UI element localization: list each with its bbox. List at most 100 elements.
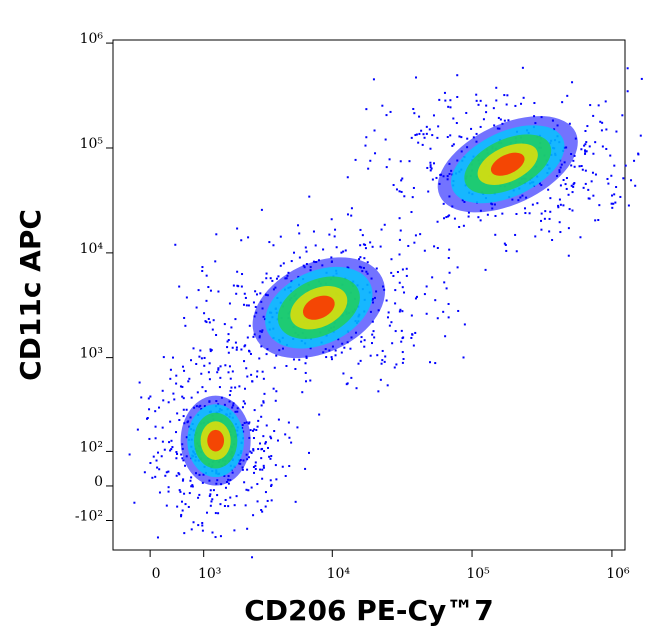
- event-dot: [607, 182, 610, 185]
- event-dot: [180, 500, 183, 503]
- event-dot: [369, 354, 372, 357]
- event-dot: [322, 248, 325, 251]
- event-dot: [170, 439, 173, 442]
- event-dot: [624, 164, 627, 167]
- event-dot: [472, 136, 475, 139]
- event-dot: [448, 271, 451, 274]
- event-dot: [375, 267, 378, 270]
- event-dot: [273, 430, 276, 433]
- event-dot: [209, 489, 212, 492]
- event-dot: [548, 217, 551, 220]
- event-dot: [217, 290, 220, 293]
- event-dot: [270, 483, 273, 486]
- event-dot: [559, 184, 562, 187]
- event-dot: [254, 467, 257, 470]
- event-dot: [216, 494, 219, 497]
- event-dot: [270, 455, 273, 458]
- event-dot: [503, 242, 506, 245]
- event-dot: [412, 344, 415, 347]
- event-dot: [494, 233, 497, 236]
- event-dot: [260, 415, 263, 418]
- event-dot: [236, 227, 239, 230]
- event-dot: [383, 360, 386, 363]
- event-dot: [200, 357, 203, 360]
- event-dot: [392, 274, 395, 277]
- event-dot: [308, 451, 311, 454]
- event-dot: [423, 293, 426, 296]
- event-dot: [438, 98, 441, 101]
- event-dot: [167, 486, 170, 489]
- event-dot: [178, 419, 181, 422]
- event-dot: [614, 201, 617, 204]
- event-dot: [485, 111, 488, 114]
- event-dot: [456, 266, 459, 269]
- event-dot: [201, 522, 204, 525]
- event-dot: [418, 132, 421, 135]
- event-dot: [466, 137, 469, 140]
- event-dot: [484, 268, 487, 271]
- event-dot: [584, 129, 587, 132]
- event-dot: [360, 336, 363, 339]
- event-dot: [559, 203, 562, 206]
- event-dot: [255, 428, 258, 431]
- event-dot: [210, 349, 213, 352]
- event-dot: [528, 212, 531, 215]
- event-dot: [242, 400, 245, 403]
- event-dot: [178, 285, 181, 288]
- event-dot: [167, 401, 170, 404]
- event-dot: [585, 141, 588, 144]
- event-dot: [190, 528, 193, 531]
- event-dot: [436, 220, 439, 223]
- event-dot: [184, 503, 187, 506]
- event-dot: [540, 219, 543, 222]
- event-dot: [169, 377, 172, 380]
- event-dot: [189, 479, 192, 482]
- event-dot: [224, 364, 227, 367]
- event-dot: [219, 535, 222, 538]
- event-dot: [369, 159, 372, 162]
- x-tick-label: 10⁴: [327, 566, 351, 582]
- event-dot: [314, 244, 317, 247]
- event-dot: [457, 309, 460, 312]
- event-dot: [190, 476, 193, 479]
- event-dot: [396, 271, 399, 274]
- event-dot: [248, 324, 251, 327]
- event-dot: [503, 119, 506, 122]
- event-dot: [410, 314, 413, 317]
- event-dot: [429, 361, 432, 364]
- event-dot: [423, 136, 426, 139]
- event-dot: [486, 213, 489, 216]
- event-dot: [417, 141, 420, 144]
- event-dot: [571, 209, 574, 212]
- event-dot: [465, 111, 468, 114]
- event-dot: [436, 317, 439, 320]
- event-dot: [264, 505, 267, 508]
- event-dot: [584, 169, 587, 172]
- event-dot: [340, 251, 343, 254]
- event-dot: [256, 370, 259, 373]
- event-dot: [398, 217, 401, 220]
- event-dot: [403, 195, 406, 198]
- event-dot: [346, 213, 349, 216]
- event-dot: [565, 177, 568, 180]
- event-dot: [275, 390, 278, 393]
- event-dot: [309, 379, 312, 382]
- event-dot: [260, 509, 263, 512]
- event-dot: [276, 439, 279, 442]
- event-dot: [446, 136, 449, 139]
- event-dot: [431, 178, 434, 181]
- event-dot: [429, 164, 432, 167]
- event-dot: [162, 356, 165, 359]
- event-dot: [155, 459, 158, 462]
- event-dot: [376, 354, 379, 357]
- event-dot: [547, 188, 550, 191]
- event-dot: [634, 184, 637, 187]
- event-dot: [149, 462, 152, 465]
- event-dot: [435, 176, 438, 179]
- event-dot: [592, 152, 595, 155]
- event-dot: [428, 128, 431, 131]
- event-dot: [175, 382, 178, 385]
- event-dot: [598, 204, 601, 207]
- event-dot: [330, 218, 333, 221]
- event-dot: [580, 148, 583, 151]
